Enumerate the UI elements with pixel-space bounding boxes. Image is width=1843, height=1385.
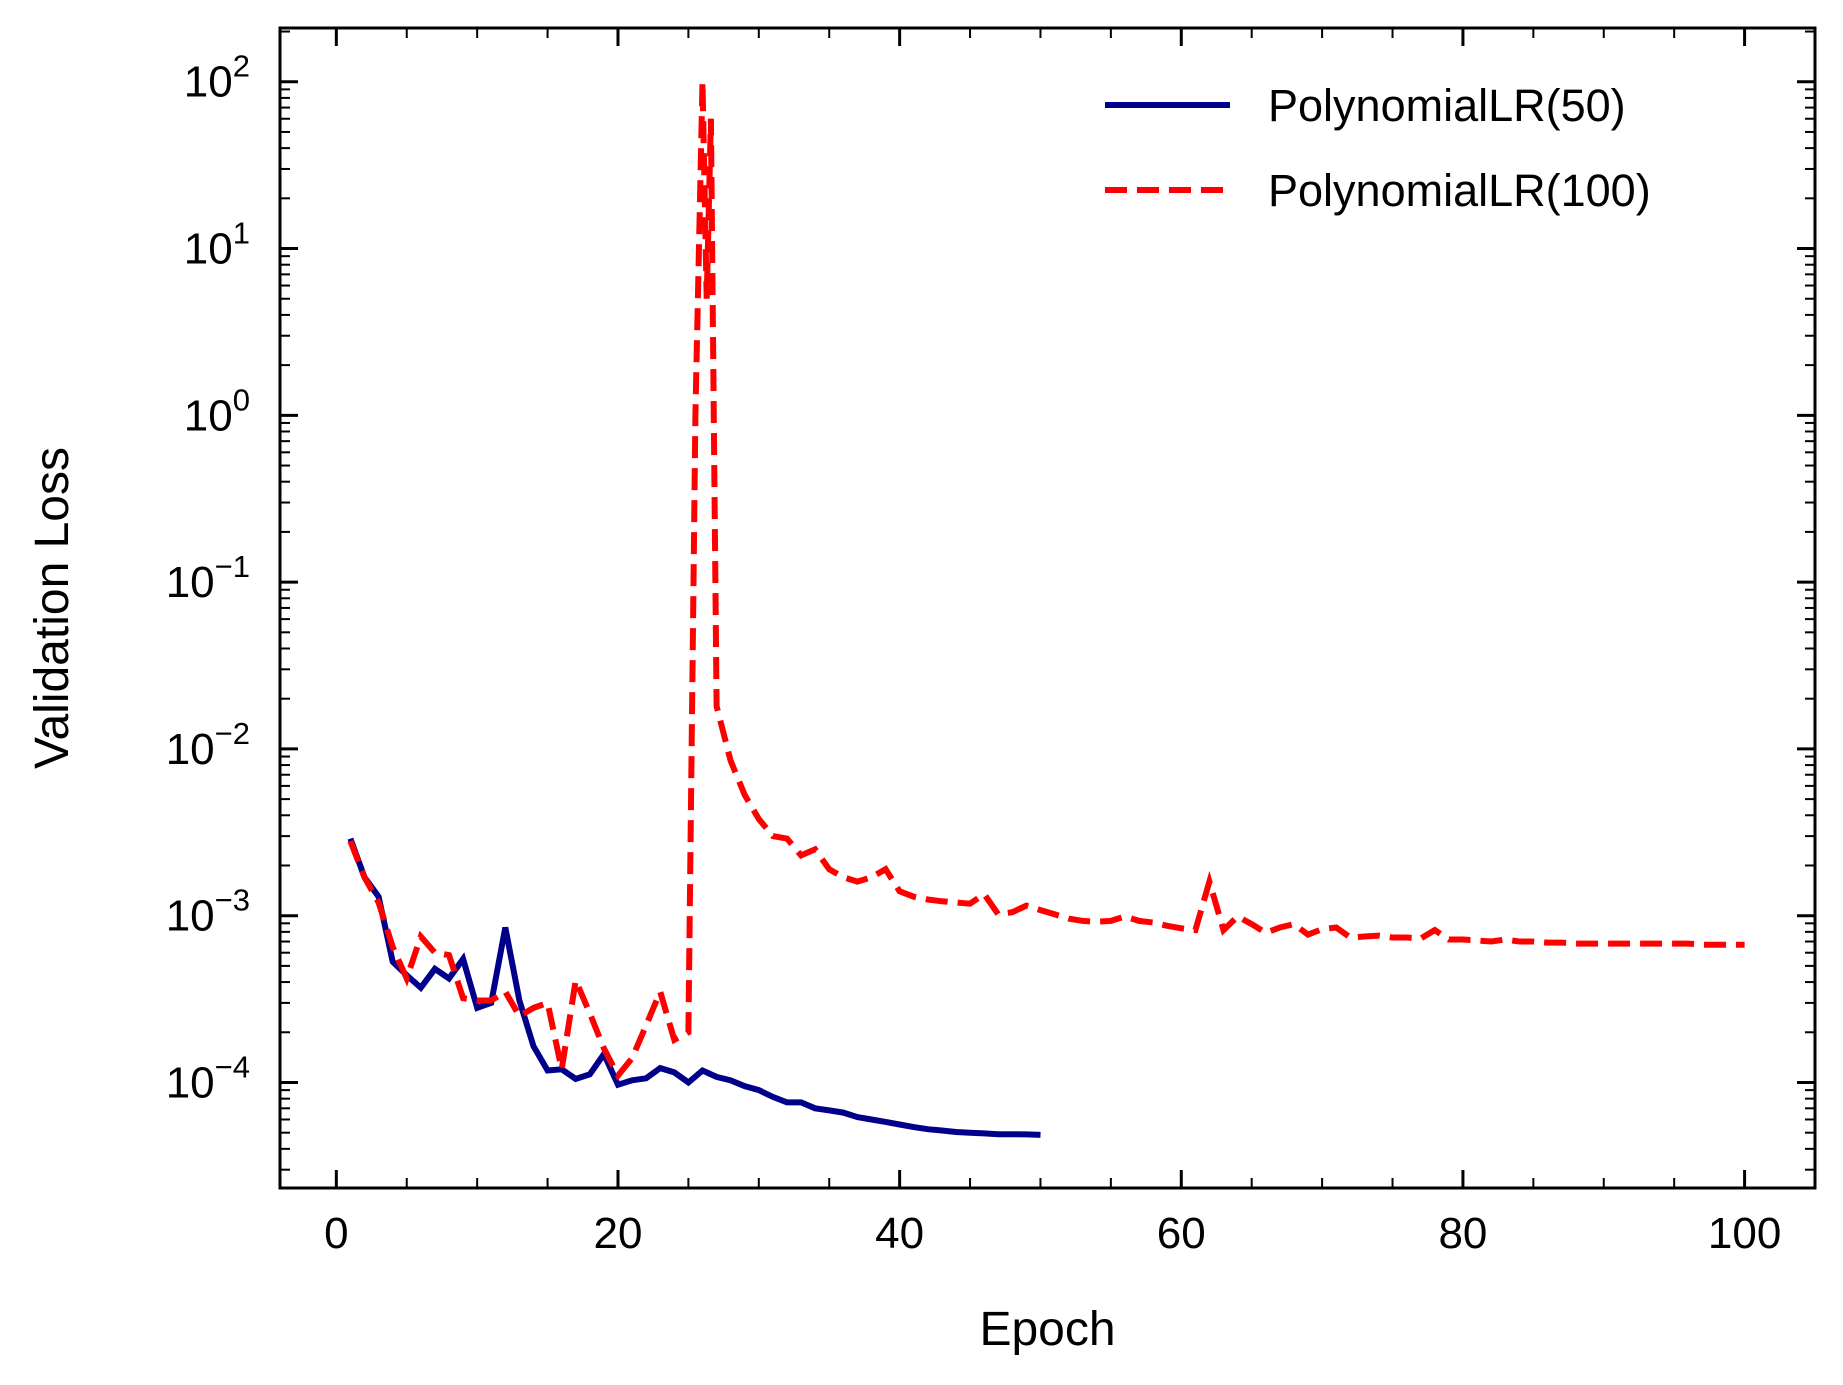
- y-tick-label: 10−4: [166, 1049, 250, 1107]
- x-tick-label: 60: [1157, 1209, 1206, 1258]
- y-tick-label: 101: [184, 216, 250, 274]
- x-tick-label: 40: [875, 1209, 924, 1258]
- y-tick-label: 10−2: [166, 716, 250, 774]
- series-line-2: [347, 81, 1745, 1082]
- y-tick-base: 10: [166, 892, 215, 941]
- x-tick-label: 20: [594, 1209, 643, 1258]
- ticks-layer: [280, 28, 1816, 1188]
- y-tick-exponent: 0: [233, 382, 250, 417]
- y-tick-label: 10−1: [166, 549, 250, 607]
- y-tick-base: 10: [184, 391, 233, 440]
- legend: PolynomialLR(50) PolynomialLR(100): [1105, 80, 1651, 216]
- y-tick-base: 10: [166, 558, 215, 607]
- y-tick-label: 100: [184, 382, 250, 440]
- y-tick-exponent: −3: [215, 883, 250, 918]
- plot-frame: [278, 26, 1817, 1190]
- x-tick-label: 0: [324, 1209, 348, 1258]
- y-tick-exponent: −4: [215, 1049, 250, 1084]
- y-tick-base: 10: [184, 58, 233, 107]
- y-tick-label: 102: [184, 49, 250, 107]
- y-tick-exponent: 1: [233, 216, 250, 251]
- y-tick-base: 10: [166, 725, 215, 774]
- y-tick-label: 10−3: [166, 883, 250, 941]
- legend-label-1: PolynomialLR(50): [1268, 80, 1626, 131]
- y-tick-base: 10: [184, 225, 233, 274]
- y-axis-label: Validation Loss: [26, 447, 79, 769]
- x-tick-labels: 0 20 40 60 80 100: [324, 1209, 1781, 1258]
- legend-label-2: PolynomialLR(100): [1268, 165, 1651, 216]
- x-tick-label: 80: [1438, 1209, 1487, 1258]
- series-line-1: [347, 837, 1041, 1138]
- x-axis-label: Epoch: [979, 1303, 1115, 1356]
- series-layer: [347, 81, 1745, 1138]
- y-tick-exponent: 2: [233, 49, 250, 84]
- x-tick-label: 100: [1708, 1209, 1781, 1258]
- y-tick-base: 10: [166, 1058, 215, 1107]
- y-tick-exponent: −1: [215, 549, 250, 584]
- y-tick-exponent: −2: [215, 716, 250, 751]
